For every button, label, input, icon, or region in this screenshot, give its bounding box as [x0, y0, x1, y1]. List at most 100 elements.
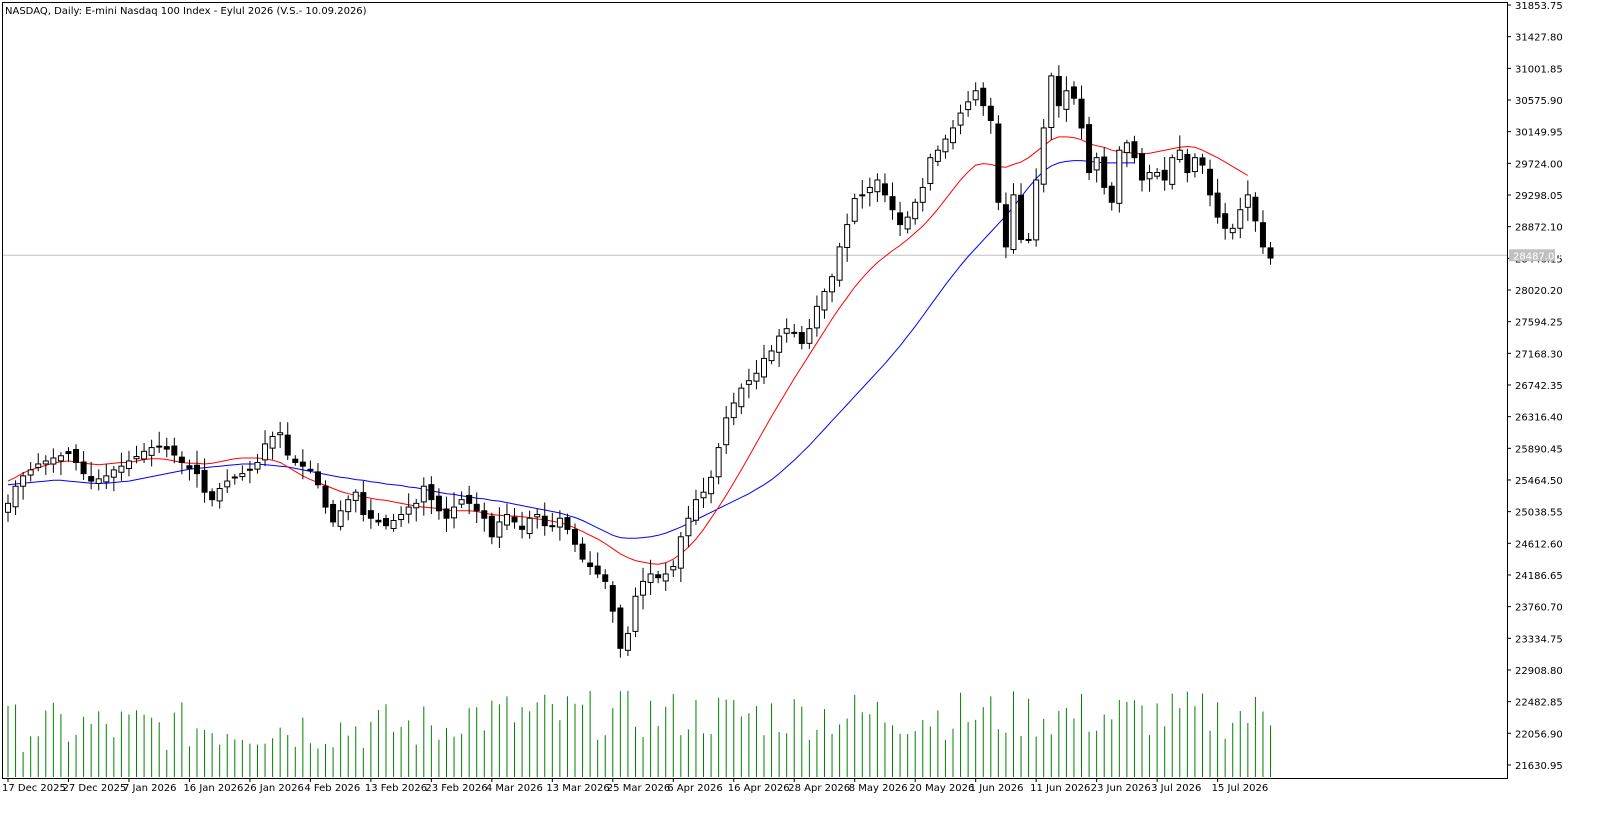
candle[interactable] [753, 360, 760, 390]
candle[interactable] [1191, 153, 1198, 178]
candle[interactable] [284, 422, 291, 461]
candle[interactable] [950, 120, 956, 150]
candle[interactable] [1252, 192, 1259, 232]
candle[interactable] [1033, 168, 1040, 247]
candle[interactable] [262, 430, 269, 466]
candle[interactable] [534, 508, 541, 529]
candle[interactable] [526, 510, 533, 539]
candle[interactable] [647, 559, 654, 595]
candles[interactable] [5, 65, 1274, 658]
candle[interactable] [65, 447, 72, 462]
candle[interactable] [383, 514, 389, 530]
candle[interactable] [624, 626, 631, 657]
candle[interactable] [1146, 164, 1153, 192]
candle[interactable] [738, 383, 745, 415]
candle[interactable] [564, 513, 571, 535]
candle[interactable] [927, 153, 934, 191]
candle[interactable] [511, 507, 518, 529]
candle[interactable] [42, 455, 49, 475]
candle[interactable] [1161, 157, 1168, 191]
candle[interactable] [1093, 152, 1100, 183]
candle[interactable] [481, 502, 488, 532]
candle[interactable] [307, 460, 314, 474]
candle[interactable] [20, 471, 27, 500]
candle[interactable] [1207, 159, 1214, 207]
candle[interactable] [496, 507, 503, 548]
candle[interactable] [655, 570, 662, 584]
candle[interactable] [216, 482, 223, 509]
candle[interactable] [640, 567, 647, 610]
candle[interactable] [1169, 154, 1176, 190]
candle[interactable] [556, 510, 563, 541]
candle[interactable] [1086, 116, 1093, 181]
candle[interactable] [965, 90, 972, 117]
candle[interactable] [337, 500, 344, 531]
candle[interactable] [768, 345, 775, 365]
candle[interactable] [292, 455, 299, 466]
candle[interactable] [1055, 65, 1062, 118]
candle[interactable] [889, 182, 896, 220]
candle[interactable] [451, 492, 458, 529]
candle[interactable] [851, 193, 858, 225]
candle[interactable] [1229, 223, 1236, 240]
candle[interactable] [1184, 148, 1191, 183]
candle[interactable] [708, 470, 715, 504]
candle[interactable] [375, 513, 382, 526]
candle[interactable] [209, 488, 216, 507]
candle[interactable] [844, 213, 851, 262]
candle[interactable] [435, 488, 442, 520]
candle[interactable] [934, 145, 941, 167]
candle[interactable] [677, 531, 684, 583]
candle[interactable] [345, 495, 352, 521]
candle[interactable] [277, 421, 284, 449]
candle[interactable] [783, 318, 790, 343]
candle[interactable] [458, 491, 465, 509]
candle[interactable] [269, 431, 276, 460]
candle[interactable] [912, 198, 919, 225]
candle[interactable] [5, 494, 11, 522]
candle[interactable] [466, 485, 473, 515]
candle[interactable] [1116, 146, 1123, 213]
candle[interactable] [1070, 81, 1077, 105]
candle[interactable] [1025, 233, 1032, 244]
candle[interactable] [957, 104, 964, 135]
candle[interactable] [50, 448, 57, 473]
candle[interactable] [1048, 72, 1055, 140]
candle[interactable] [246, 460, 253, 484]
candle[interactable] [178, 451, 185, 475]
candle[interactable] [700, 477, 707, 508]
candle[interactable] [352, 489, 359, 513]
candle[interactable] [254, 453, 261, 474]
candle[interactable] [95, 469, 102, 491]
candle[interactable] [231, 473, 238, 485]
candle[interactable] [987, 97, 994, 134]
candle[interactable] [27, 462, 34, 482]
candle[interactable] [821, 288, 828, 319]
candle[interactable] [314, 463, 321, 489]
candle[interactable] [813, 295, 820, 337]
candle[interactable] [587, 551, 594, 575]
candle[interactable] [443, 496, 450, 533]
candle[interactable] [1237, 197, 1244, 239]
candle[interactable] [1154, 167, 1161, 180]
candle[interactable] [194, 450, 200, 488]
candle[interactable] [1176, 135, 1183, 163]
candle[interactable] [1222, 202, 1229, 240]
candle[interactable] [723, 406, 730, 454]
candle[interactable] [88, 461, 95, 490]
candle[interactable] [141, 442, 148, 464]
candle[interactable] [420, 477, 427, 516]
candle[interactable] [80, 451, 87, 480]
candle[interactable] [617, 604, 624, 658]
candle[interactable] [829, 273, 836, 303]
candle[interactable] [171, 437, 178, 464]
candle[interactable] [1267, 241, 1274, 265]
candle[interactable] [57, 452, 64, 476]
candle[interactable] [1101, 147, 1108, 195]
candle[interactable] [919, 178, 926, 212]
candle[interactable] [1108, 182, 1115, 211]
candle[interactable] [1010, 183, 1017, 254]
candle[interactable] [730, 392, 737, 426]
candle[interactable] [1040, 119, 1047, 193]
